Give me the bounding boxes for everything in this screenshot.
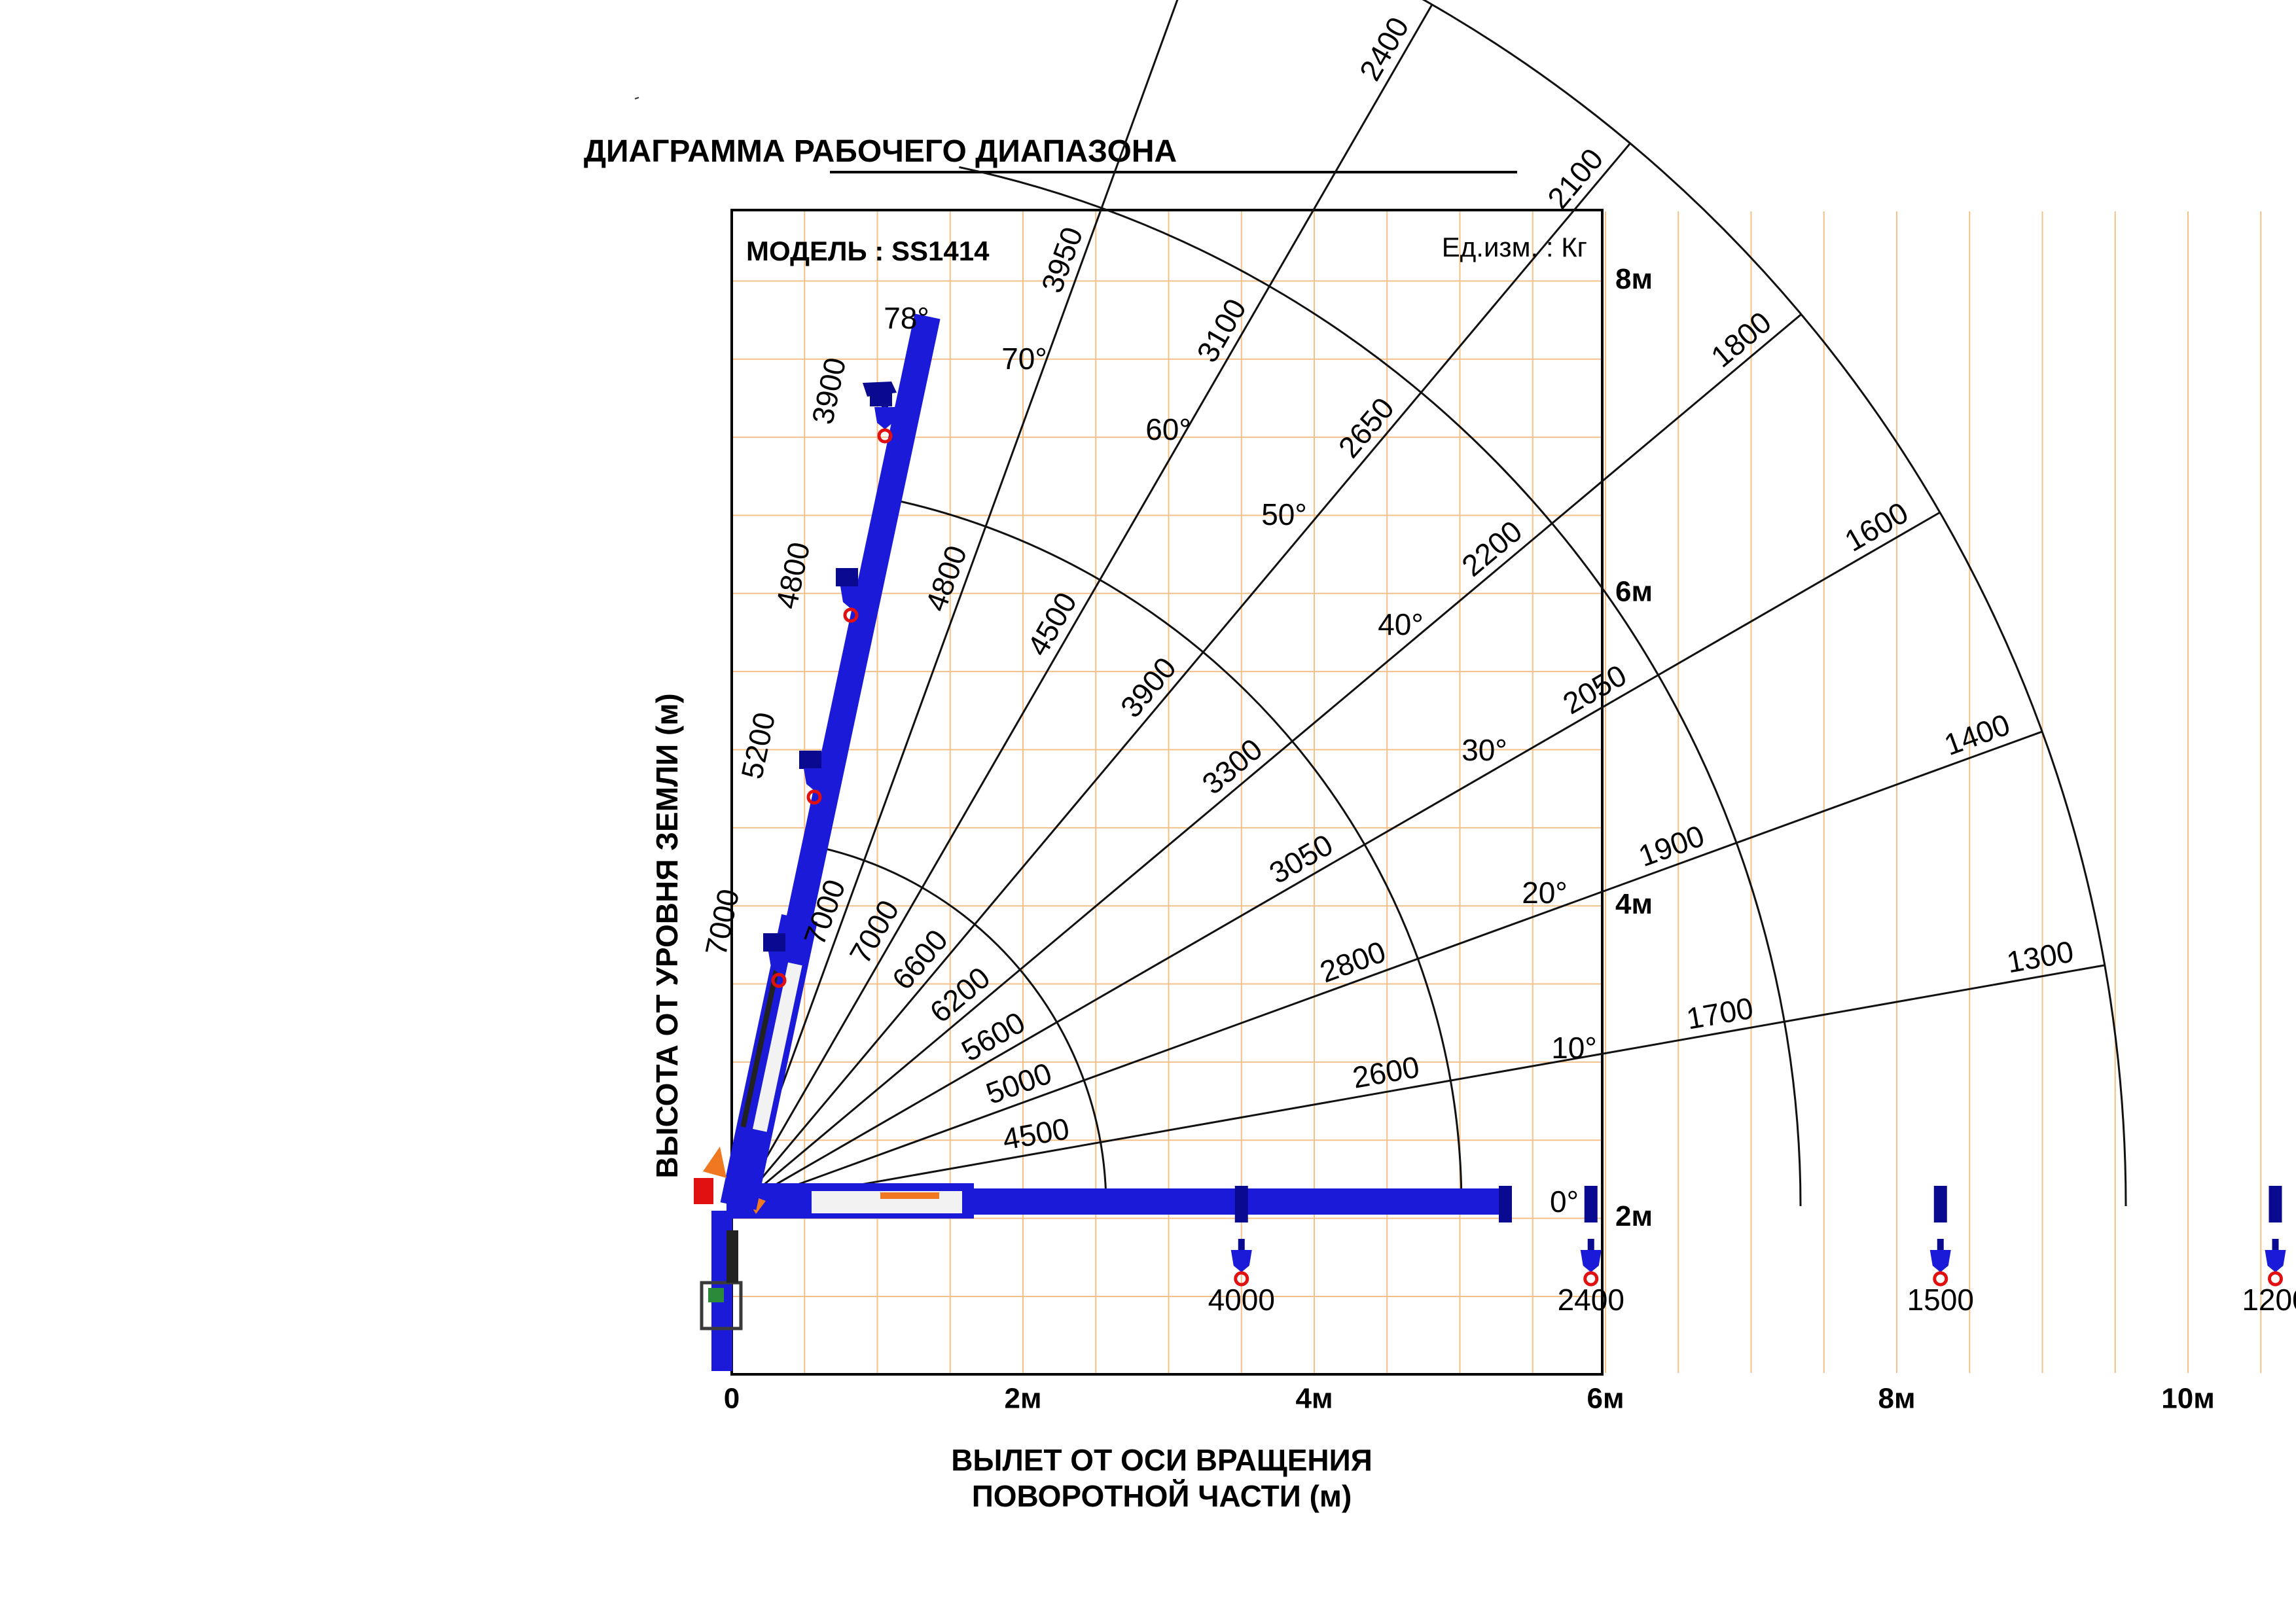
boom-78-orange-plate [703, 1147, 726, 1178]
angle-label: 0° [1550, 1185, 1579, 1219]
crane-mast-cylinder [726, 1230, 738, 1283]
crane-mast-bracket [700, 1281, 743, 1330]
boom-section-joint [1234, 1186, 1248, 1222]
ray-load-label: 3300 [1196, 732, 1269, 801]
ray-load-label: 1900 [1634, 818, 1709, 873]
horizontal-load-label: 2400 [1558, 1283, 1624, 1317]
ray-load-label: 3950 [1035, 223, 1090, 297]
ray-load-label: 2100 [1541, 142, 1610, 215]
angle-label: 20° [1522, 876, 1568, 910]
hook-icon [1230, 1239, 1252, 1287]
angle-label: 70° [1001, 342, 1047, 376]
range-arc [888, 497, 1463, 1207]
model-label: МОДЕЛЬ : SS1414 [746, 236, 990, 266]
angle-ray [737, 0, 1179, 1207]
hook-icon [1929, 1239, 1951, 1287]
ray-load-label: 1800 [1704, 305, 1778, 374]
unit-label: Ед.изм. : Кг [1442, 232, 1587, 262]
horizontal-load-label: 1500 [1907, 1283, 1974, 1317]
hook-icon [768, 940, 789, 988]
angle-label: 30° [1462, 733, 1507, 767]
hook-icon [874, 396, 895, 444]
boom-78-tip-link [876, 389, 890, 402]
angle-label: 50° [1261, 497, 1307, 531]
x-tick-label: 0 [724, 1383, 740, 1415]
x-tick-label: 6м [1587, 1383, 1624, 1415]
boom-horizontal-tip [1499, 1186, 1512, 1222]
diagram-title: ДИАГРАММА РАБОЧЕГО ДИАПАЗОНА [584, 134, 1177, 169]
range-arc [959, 166, 1802, 1207]
range-arc [814, 845, 1107, 1207]
boom-78-load-label: 3900 [805, 355, 852, 427]
ray-load-label: 3900 [1114, 651, 1183, 724]
boom-78-cylinder [740, 959, 781, 1128]
ray-load-label: 1400 [1940, 707, 2015, 762]
y-tick-label: 6м [1615, 575, 1653, 607]
boom-78-load-label: 4800 [769, 539, 816, 612]
boom-78-decal [753, 962, 802, 1132]
ray-load-label: 2800 [1316, 935, 1390, 990]
y-tick-label: 8м [1615, 263, 1653, 295]
boom-section-joint [2269, 1186, 2282, 1222]
boom-78-tip [863, 382, 897, 397]
angle-ray [738, 730, 2043, 1207]
crane-hydraulic-valve [708, 1288, 724, 1302]
y-tick-label: 2м [1615, 1200, 1653, 1232]
ray-load-label: 2650 [1332, 391, 1401, 464]
angle-ray [738, 964, 2106, 1207]
plot-frame [730, 209, 1604, 1376]
hook-icon [1580, 1239, 1602, 1287]
ray-load-label: 4800 [918, 541, 973, 616]
ray-load-label: 2200 [1455, 514, 1528, 583]
hook-icon [840, 575, 861, 623]
boom-78-load-label: 5200 [734, 709, 781, 782]
angle-rays [737, 0, 2106, 1207]
y-axis-title: ВЫСОТА ОТ УРОВНЯ ЗЕМЛИ (м) [650, 693, 684, 1178]
angle-label: 78° [884, 301, 929, 335]
crane-drawing [694, 313, 2286, 1371]
horizontal-load-label: 4000 [1208, 1283, 1275, 1317]
angle-ray [738, 511, 1941, 1207]
angle-ray [737, 4, 1433, 1207]
grid-lines [733, 211, 2262, 1373]
boom-78-joint [799, 751, 821, 769]
x-axis-title-line1: ВЫЛЕТ ОТ ОСИ ВРАЩЕНИЯ [951, 1443, 1372, 1477]
hook-icon [804, 757, 825, 805]
x-axis-title-line2: ПОВОРОТНОЙ ЧАСТИ (м) [972, 1479, 1352, 1513]
boom-pivot-pin [694, 1178, 713, 1204]
hook-icon [2265, 1239, 2286, 1287]
ray-load-label: 6200 [924, 960, 997, 1029]
range-arcs [814, 0, 2127, 1207]
horizontal-load-label: 1200 [2242, 1283, 2296, 1317]
boom-section-joint [1933, 1186, 1947, 1222]
boom-78-extension [785, 313, 941, 927]
y-tick-label: 4м [1615, 888, 1653, 920]
range-arc [1422, 0, 2127, 1207]
boom-78-load-label: 7000 [698, 886, 745, 959]
x-tick-label: 2м [1004, 1383, 1041, 1415]
angle-ray [737, 143, 1631, 1207]
angle-label: 40° [1378, 607, 1424, 641]
angle-ray [738, 313, 1802, 1207]
boom-section-joint [1584, 1186, 1598, 1222]
x-tick-label: 10м [2161, 1383, 2215, 1415]
angle-label: 10° [1551, 1031, 1597, 1065]
x-tick-label: 8м [1878, 1383, 1915, 1415]
ray-load-label: 5000 [982, 1056, 1056, 1111]
angle-label: 60° [1145, 412, 1191, 446]
x-tick-label: 4м [1295, 1383, 1333, 1415]
boom-decal-brand [880, 1192, 939, 1199]
boom-78-joint [836, 568, 858, 586]
